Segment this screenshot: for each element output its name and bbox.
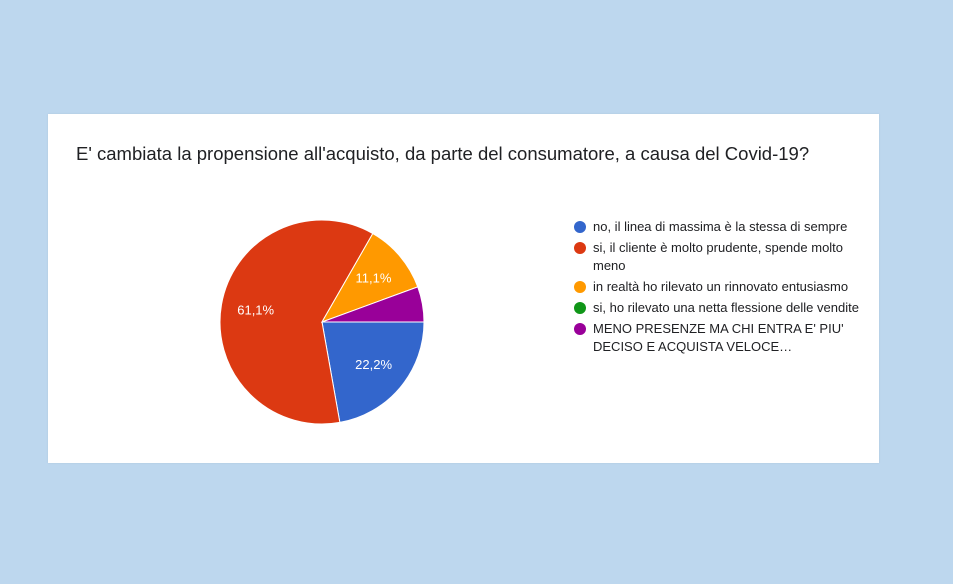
legend-item[interactable]: si, ho rilevato una netta flessione dell… — [574, 299, 864, 317]
pie-chart: 22,2% 61,1% 11,1% — [219, 219, 425, 425]
legend-marker-icon — [574, 281, 586, 293]
legend-item[interactable]: in realtà ho rilevato un rinnovato entus… — [574, 278, 864, 296]
legend-marker-icon — [574, 302, 586, 314]
chart-card: E' cambiata la propensione all'acquisto,… — [48, 114, 879, 463]
pie-slice-4[interactable] — [321, 286, 425, 323]
legend-label: si, ho rilevato una netta flessione dell… — [593, 300, 859, 315]
legend-label: in realtà ho rilevato un rinnovato entus… — [593, 279, 849, 294]
legend-item[interactable]: no, il linea di massima è la stessa di s… — [574, 218, 864, 236]
pie-slice-label-1: 61,1% — [237, 302, 274, 317]
legend-marker-icon — [574, 323, 586, 335]
legend-item[interactable]: MENO PRESENZE MA CHI ENTRA E' PIU' DECIS… — [574, 320, 864, 356]
pie-slice-0[interactable] — [321, 321, 425, 424]
pie-slice-2[interactable] — [320, 232, 419, 323]
legend-label: MENO PRESENZE MA CHI ENTRA E' PIU' DECIS… — [593, 321, 844, 354]
legend-label: si, il cliente è molto prudente, spende … — [593, 240, 844, 273]
legend-label: no, il linea di massima è la stessa di s… — [593, 219, 848, 234]
legend-item[interactable]: si, il cliente è molto prudente, spende … — [574, 239, 864, 275]
chart-title: E' cambiata la propensione all'acquisto,… — [76, 143, 810, 164]
pie-slice-label-2: 11,1% — [356, 271, 392, 286]
legend-marker-icon — [574, 221, 586, 233]
legend-marker-icon — [574, 242, 586, 254]
pie-slice-label-0: 22,2% — [355, 357, 392, 372]
pie-slice-1[interactable] — [219, 219, 374, 425]
chart-legend: no, il linea di massima è la stessa di s… — [574, 218, 864, 359]
